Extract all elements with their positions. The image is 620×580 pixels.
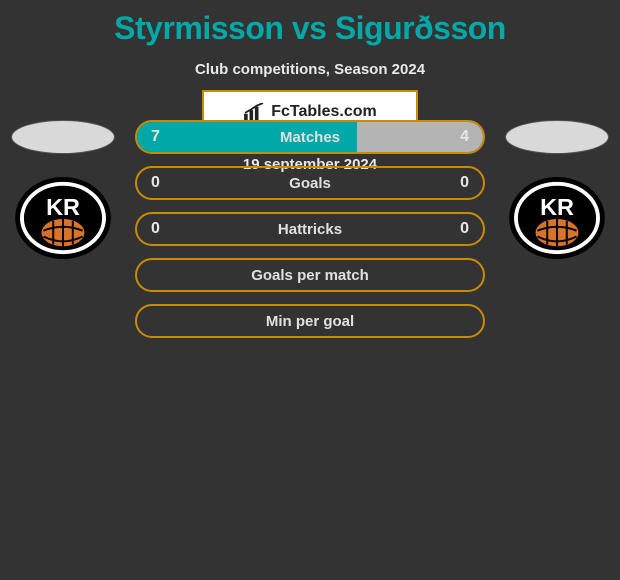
stat-row-goals: 0 0 Goals (135, 166, 485, 200)
stat-value-right: 0 (460, 174, 469, 192)
svg-text:KR: KR (46, 194, 80, 220)
stat-row-goals-per-match: Goals per match (135, 258, 485, 292)
stat-value-left: 0 (151, 174, 160, 192)
club-badge-right: KR (508, 176, 606, 260)
stat-value-right: 4 (460, 128, 469, 146)
stat-label: Hattricks (278, 221, 342, 238)
brand-text: FcTables.com (271, 103, 377, 121)
stat-row-hattricks: 0 0 Hattricks (135, 212, 485, 246)
stat-label: Goals (289, 175, 331, 192)
player-left-photo (11, 120, 115, 154)
page-subtitle: Club competitions, Season 2024 (0, 61, 620, 78)
stat-label: Goals per match (251, 267, 369, 284)
player-right-column: KR (502, 120, 612, 260)
page-title: Styrmisson vs Sigurðsson (0, 0, 620, 47)
stat-row-min-per-goal: Min per goal (135, 304, 485, 338)
svg-text:KR: KR (540, 194, 574, 220)
stat-value-left: 0 (151, 220, 160, 238)
player-right-photo (505, 120, 609, 154)
stat-label: Min per goal (266, 313, 354, 330)
stat-value-left: 7 (151, 128, 160, 146)
club-badge-left: KR (14, 176, 112, 260)
stat-label: Matches (280, 129, 340, 146)
stat-row-matches: 7 4 Matches (135, 120, 485, 154)
stat-value-right: 0 (460, 220, 469, 238)
brand-chart-icon (243, 103, 265, 121)
stats-container: 7 4 Matches 0 0 Goals 0 0 Hattricks Goals per mat… (135, 120, 485, 338)
player-left-column: KR (8, 120, 118, 260)
